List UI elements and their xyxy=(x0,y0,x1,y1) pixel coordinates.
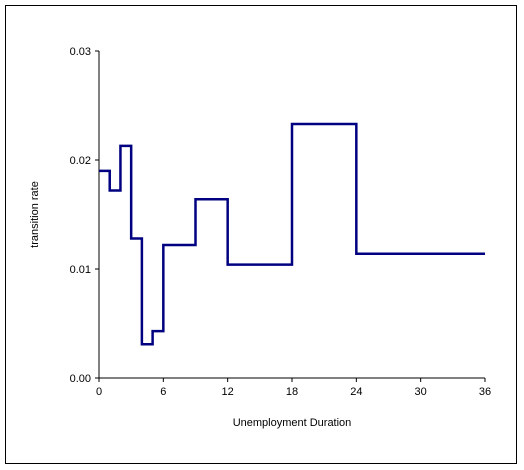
x-tick-label: 18 xyxy=(286,386,298,398)
x-tick-label: 24 xyxy=(350,386,362,398)
y-tick-label: 0.00 xyxy=(70,373,91,385)
x-tick-label: 36 xyxy=(479,386,491,398)
x-axis-title: Unemployment Duration xyxy=(233,417,352,429)
chart-frame xyxy=(5,5,517,464)
y-tick-label: 0.01 xyxy=(70,264,91,276)
y-tick-label: 0.03 xyxy=(70,46,91,58)
series-layer xyxy=(99,122,485,346)
series-line xyxy=(99,122,485,346)
y-tick-label: 0.02 xyxy=(70,155,91,167)
x-tick-label: 0 xyxy=(96,386,102,398)
y-axis-title: transition rate xyxy=(29,181,41,248)
x-tick-label: 12 xyxy=(222,386,234,398)
x-tick-label: 6 xyxy=(160,386,166,398)
axes: 0.00 0.01 0.02 0.03 0 6 12 18 24 30 36 xyxy=(70,46,492,398)
x-tick-label: 30 xyxy=(415,386,427,398)
